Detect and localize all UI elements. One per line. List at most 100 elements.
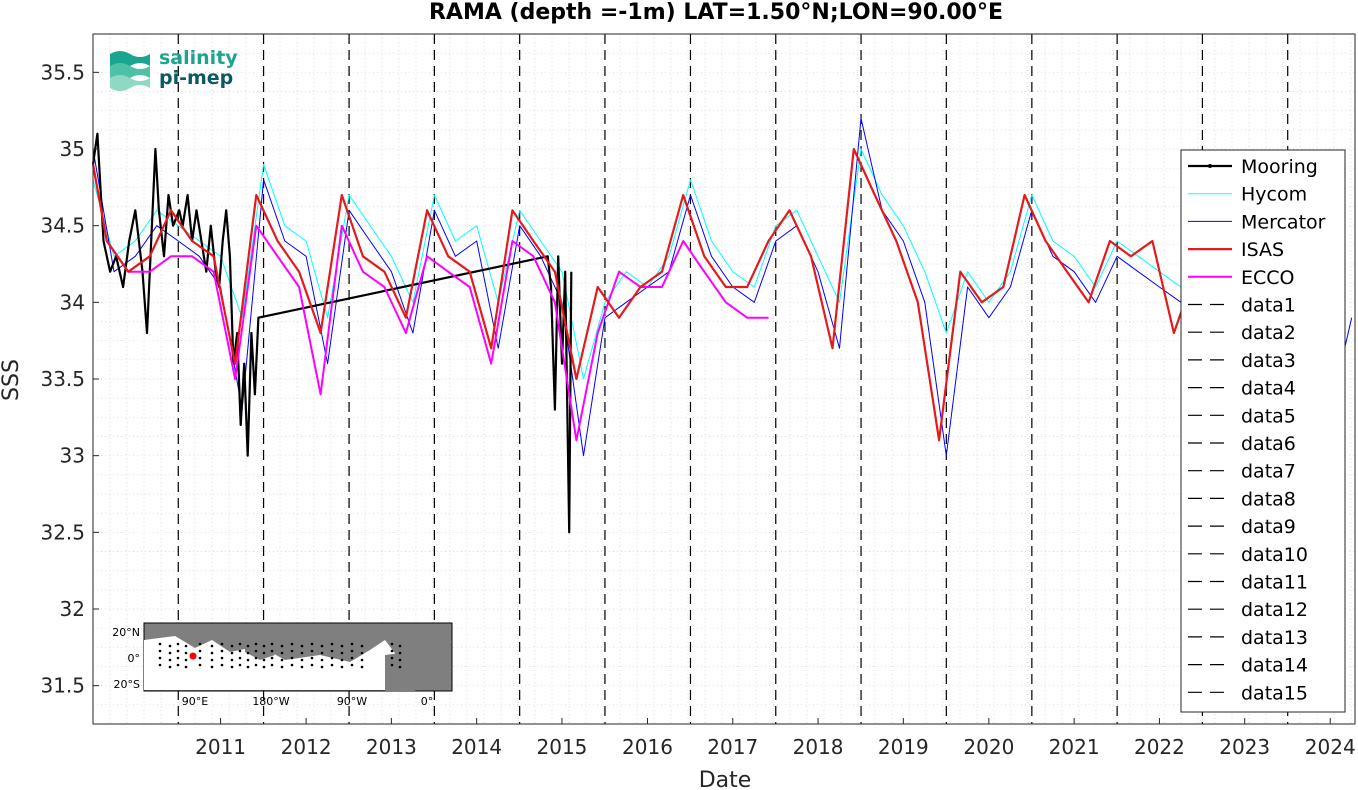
legend-label: ISAS: [1241, 239, 1284, 261]
inset-mooring-dot: [230, 644, 234, 648]
inset-mooring-dot: [230, 651, 234, 655]
inset-mooring-dot: [198, 656, 202, 660]
series-line-ecco: [92, 164, 769, 442]
inset-mooring-dot: [184, 665, 188, 669]
legend-item: data7: [1188, 461, 1296, 483]
legend-items: Mooring Hycom Mercator ISAS ECCO data1 data2 da…: [1188, 156, 1326, 704]
y-tick-label: 31.5: [40, 674, 85, 698]
inset-mooring-dot: [262, 665, 266, 669]
inset-mooring-dot: [360, 651, 364, 655]
x-tick-label: 2012: [281, 735, 332, 759]
inset-mooring-dot: [158, 649, 162, 653]
inset-mooring-dot: [398, 665, 402, 669]
inset-lon-label-90w: 90°W: [337, 695, 367, 708]
legend-label: data6: [1241, 433, 1296, 455]
salinity-pi-mep-logo: salinity pi-mep: [110, 47, 238, 91]
x-tick-label: 2023: [1219, 735, 1270, 759]
legend-item: ECCO: [1188, 267, 1295, 289]
inset-mooring-dot: [254, 649, 258, 653]
inset-mooring-dot: [350, 642, 354, 646]
legend: Mooring Hycom Mercator ISAS ECCO data1 data2 da…: [1180, 149, 1346, 713]
inset-lon-label-90e: 90°E: [182, 695, 208, 708]
y-tick-label: 34: [60, 290, 85, 314]
inset-mooring-dot: [262, 658, 266, 662]
inset-mooring-dot: [220, 663, 224, 667]
inset-mooring-dot: [398, 658, 402, 662]
inset-mooring-dot: [246, 665, 250, 669]
inset-mooring-dot: [280, 644, 284, 648]
inset-mooring-dot: [230, 658, 234, 662]
y-tick-label: 35.5: [40, 60, 85, 84]
legend-item: data4: [1188, 378, 1296, 400]
legend-label: data3: [1241, 350, 1296, 372]
legend-label: data5: [1241, 405, 1296, 427]
inset-mooring-dot: [360, 658, 364, 662]
x-tick-label: 2016: [622, 735, 673, 759]
inset-mooring-dot: [184, 644, 188, 648]
inset-location-map: 20°N 0° 20°S 90°E 180°W 90°W 0°: [112, 622, 453, 708]
legend-label: data13: [1241, 627, 1308, 649]
legend-item: data15: [1188, 682, 1308, 704]
inset-mooring-dot: [220, 656, 224, 660]
inset-mooring-dot: [210, 665, 214, 669]
inset-mooring-dot: [198, 663, 202, 667]
inset-mooring-dot: [290, 642, 294, 646]
inset-mooring-dot: [238, 656, 242, 660]
inset-mooring-dot: [360, 665, 364, 669]
inset-mooring-dot: [340, 644, 344, 648]
inset-mooring-dot: [350, 663, 354, 667]
y-tick-label: 33: [60, 444, 85, 468]
inset-mooring-dot: [398, 651, 402, 655]
inset-mooring-dots: [158, 642, 402, 669]
logo-line2: pi-mep: [159, 67, 233, 89]
legend-label: data4: [1241, 378, 1296, 400]
x-axis-ticks: 2011 2012 2013 2014 2015 2016 2017 2018 2019 2020…: [195, 718, 1356, 759]
inset-mooring-dot: [390, 663, 394, 667]
inset-mooring-dot: [184, 651, 188, 655]
legend-label: Mooring: [1241, 156, 1318, 178]
logo-wave-icon: [110, 51, 150, 91]
y-tick-label: 34.5: [40, 214, 85, 238]
inset-mooring-dot: [184, 658, 188, 662]
legend-item: Mooring: [1188, 156, 1318, 178]
x-tick-label: 2013: [366, 735, 417, 759]
inset-mooring-dot: [320, 665, 324, 669]
legend-item: data14: [1188, 655, 1308, 677]
selected-mooring-marker: [189, 652, 197, 660]
x-tick-label: 2018: [793, 735, 844, 759]
legend-item: data9: [1188, 516, 1296, 538]
inset-mooring-dot: [198, 642, 202, 646]
inset-mooring-dot: [270, 649, 274, 653]
x-tick-label: 2015: [537, 735, 588, 759]
inset-mooring-dot: [320, 644, 324, 648]
legend-item: data5: [1188, 405, 1296, 427]
legend-item: Mercator: [1188, 211, 1326, 233]
inset-lat-label-20n: 20°N: [112, 626, 140, 639]
legend-item: data1: [1188, 295, 1296, 317]
legend-item: data8: [1188, 488, 1296, 510]
inset-mooring-dot: [360, 644, 364, 648]
series-layer: [91, 117, 1353, 534]
inset-mooring-dot: [168, 658, 172, 662]
inset-mooring-dot: [280, 665, 284, 669]
x-tick-label: 2019: [878, 735, 929, 759]
legend-item: data12: [1188, 599, 1308, 621]
inset-mooring-dot: [246, 644, 250, 648]
legend-label: data10: [1241, 544, 1308, 566]
inset-mooring-dot: [350, 649, 354, 653]
inset-mooring-dot: [254, 642, 258, 646]
inset-mooring-dot: [290, 656, 294, 660]
series-line-isas: [91, 147, 1197, 442]
inset-mooring-dot: [246, 658, 250, 662]
legend-label: data12: [1241, 599, 1308, 621]
inset-mooring-dot: [300, 651, 304, 655]
inset-mooring-dot: [168, 651, 172, 655]
x-axis-label: Date: [699, 768, 752, 790]
inset-mooring-dot: [340, 665, 344, 669]
inset-mooring-dot: [340, 651, 344, 655]
inset-mooring-dot: [310, 649, 314, 653]
plot-area: [91, 33, 1356, 725]
x-tick-label: 2011: [195, 735, 246, 759]
legend-item: data13: [1188, 627, 1308, 649]
